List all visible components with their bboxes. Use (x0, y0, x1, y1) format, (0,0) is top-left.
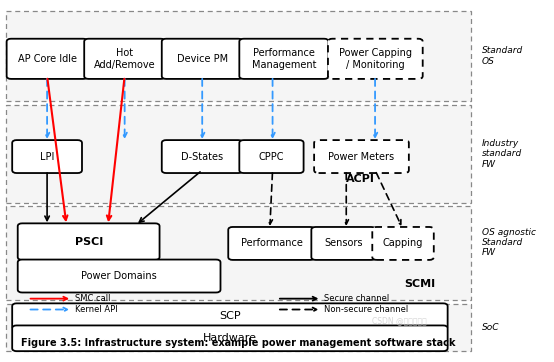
Text: AP Core Idle: AP Core Idle (18, 54, 76, 64)
FancyBboxPatch shape (239, 140, 304, 173)
Text: Hot
Add/Remove: Hot Add/Remove (94, 48, 156, 70)
Text: Hardware: Hardware (203, 333, 257, 343)
FancyBboxPatch shape (239, 39, 329, 79)
FancyBboxPatch shape (6, 11, 471, 101)
FancyBboxPatch shape (6, 105, 471, 203)
FancyBboxPatch shape (314, 140, 409, 173)
Text: SCP: SCP (219, 311, 241, 321)
FancyBboxPatch shape (6, 304, 471, 351)
FancyBboxPatch shape (162, 39, 243, 79)
Text: CPPC: CPPC (259, 152, 284, 161)
FancyBboxPatch shape (6, 206, 471, 300)
Text: LPI: LPI (40, 152, 54, 161)
FancyBboxPatch shape (372, 227, 434, 260)
FancyBboxPatch shape (12, 325, 448, 351)
Text: SCMI: SCMI (404, 279, 435, 289)
FancyBboxPatch shape (12, 303, 448, 329)
FancyBboxPatch shape (162, 140, 243, 173)
Text: Performance
Management: Performance Management (252, 48, 316, 70)
FancyBboxPatch shape (311, 227, 376, 260)
Text: Industry
standard
FW: Industry standard FW (482, 139, 522, 169)
FancyBboxPatch shape (7, 39, 88, 79)
Text: Power Domains: Power Domains (81, 271, 157, 281)
Text: Figure 3.5: Infrastructure system: example power management software stack: Figure 3.5: Infrastructure system: examp… (21, 338, 455, 348)
Text: Performance: Performance (240, 239, 302, 248)
Text: CSDN @安全二次方: CSDN @安全二次方 (372, 316, 426, 325)
Text: Capping: Capping (383, 239, 423, 248)
Text: SMC call: SMC call (75, 294, 110, 303)
Text: Power Meters: Power Meters (329, 152, 394, 161)
Text: Power Capping
/ Monitoring: Power Capping / Monitoring (339, 48, 412, 70)
Text: Standard
OS: Standard OS (482, 46, 523, 66)
FancyBboxPatch shape (328, 39, 423, 79)
Text: ACPI: ACPI (346, 174, 375, 184)
Text: OS agnostic
Standard
FW: OS agnostic Standard FW (482, 228, 536, 257)
FancyBboxPatch shape (228, 227, 315, 260)
Text: PSCI: PSCI (75, 237, 102, 247)
Text: Sensors: Sensors (324, 239, 363, 248)
Text: Kernel API: Kernel API (75, 305, 117, 314)
FancyBboxPatch shape (18, 223, 160, 260)
FancyBboxPatch shape (18, 260, 220, 292)
FancyBboxPatch shape (12, 140, 82, 173)
Text: D-States: D-States (181, 152, 223, 161)
FancyBboxPatch shape (84, 39, 165, 79)
Text: Secure channel: Secure channel (324, 294, 389, 303)
Text: Non-secure channel: Non-secure channel (324, 305, 408, 314)
Text: SoC: SoC (482, 323, 500, 332)
Text: Device PM: Device PM (177, 54, 228, 64)
